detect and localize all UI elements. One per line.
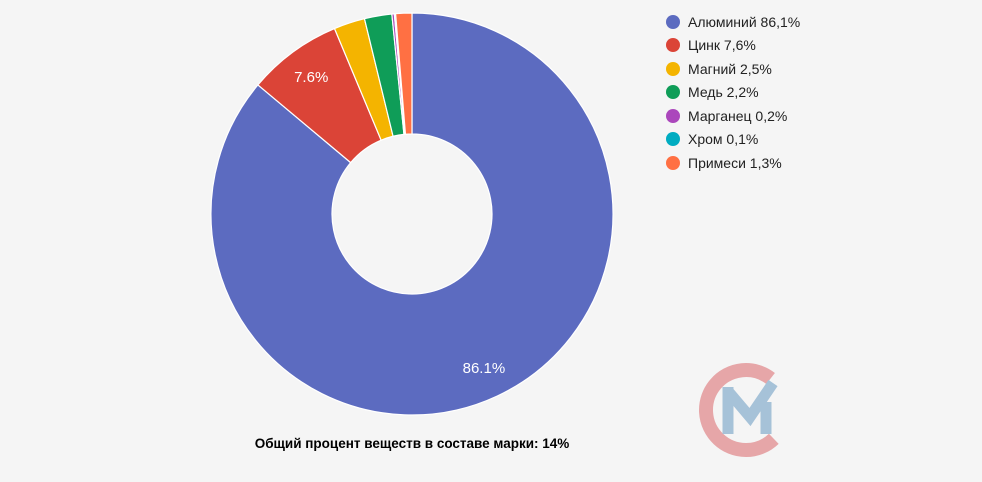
legend-color-dot — [666, 14, 680, 29]
pie-slice-label: 86.1% — [463, 360, 506, 377]
legend-label: Хром 0,1% — [688, 131, 759, 148]
legend-color-dot — [666, 38, 680, 53]
legend-color-dot — [666, 61, 680, 76]
logo-letter-c-icon — [699, 363, 779, 458]
legend-label: Марганец 0,2% — [688, 107, 788, 124]
legend-item-0[interactable]: Алюминий 86,1% — [666, 10, 800, 34]
legend-label: Алюминий 86,1% — [688, 13, 801, 30]
legend-item-3[interactable]: Медь 2,2% — [666, 81, 800, 105]
legend-item-2[interactable]: Магний 2,5% — [666, 57, 800, 81]
legend-item-4[interactable]: Марганец 0,2% — [666, 104, 800, 128]
legend-label: Медь 2,2% — [688, 84, 759, 101]
legend-label: Магний 2,5% — [688, 60, 772, 77]
legend-item-5[interactable]: Хром 0,1% — [666, 128, 800, 152]
legend: Алюминий 86,1% Цинк 7,6% Магний 2,5% Медь 2… — [666, 10, 800, 175]
watermark-logo — [699, 363, 779, 458]
legend-label: Цинк 7,6% — [688, 37, 756, 54]
pie-slice-0[interactable] — [210, 12, 614, 416]
pie-slice-label: 7.6% — [294, 69, 328, 86]
logo-checkmark-icon — [723, 379, 778, 427]
legend-color-dot — [666, 108, 680, 123]
pie-slice-6[interactable] — [394, 12, 413, 135]
legend-item-6[interactable]: Примеси 1,3% — [666, 151, 800, 175]
legend-color-dot — [666, 85, 680, 100]
legend-item-1[interactable]: Цинк 7,6% — [666, 34, 800, 58]
legend-label: Примеси 1,3% — [688, 154, 782, 171]
chart-caption: Общий процент веществ в составе марки: 1… — [254, 436, 570, 451]
legend-color-dot — [666, 155, 680, 170]
legend-color-dot — [666, 132, 680, 147]
